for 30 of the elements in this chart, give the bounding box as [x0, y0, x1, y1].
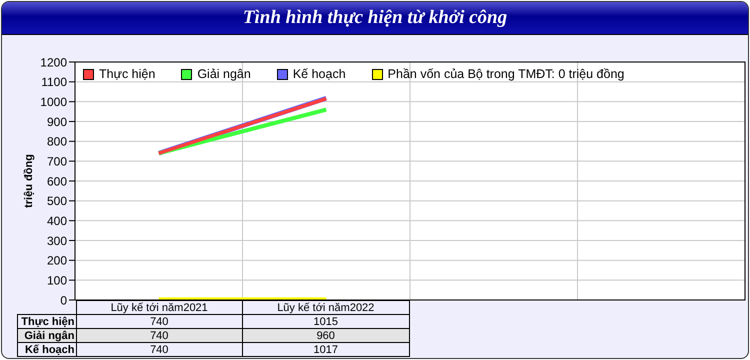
- legend-label: Thực hiện: [99, 67, 156, 81]
- y-axis-title: triệu đồng: [22, 154, 35, 208]
- chart-title: Tình hình thực hiện từ khởi công: [2, 2, 748, 35]
- data-label: 740: [76, 314, 242, 328]
- y-tick-label: 0: [60, 293, 68, 308]
- text: Thực hiện: [21, 316, 74, 328]
- data-label: 1017: [242, 342, 409, 356]
- y-tick-label: 700: [46, 154, 68, 168]
- x-tick-label: Lũy kế tới năm2022: [242, 300, 409, 314]
- y-tick-label: 800: [46, 134, 68, 149]
- y-tick-label: 1200: [40, 55, 68, 70]
- y-tick-label: 1000: [40, 94, 68, 109]
- y-tick-label: 1100: [41, 75, 68, 90]
- data-label: 740: [76, 342, 242, 356]
- y-tick-label: 100: [46, 273, 68, 288]
- data-label: 740: [76, 328, 242, 342]
- text: Kế hoạch: [24, 344, 74, 356]
- data-label: 960: [242, 328, 409, 342]
- y-tick-label: 300: [46, 234, 68, 248]
- data-label: 1015: [242, 314, 409, 328]
- legend-label: Giải ngân: [197, 67, 251, 81]
- y-tick-label: 400: [46, 214, 68, 228]
- y-tick-label: 200: [46, 254, 68, 268]
- legend-label: Kế hoạch: [292, 67, 346, 81]
- x-tick-label: Lũy kế tới năm2021: [76, 300, 242, 314]
- y-tick-label: 600: [46, 174, 68, 188]
- text: Giải ngân: [24, 330, 74, 342]
- legend-label: Phần vốn của Bộ trong TMĐT: 0 triệu đồng: [388, 67, 624, 81]
- y-tick-label: 900: [46, 114, 68, 129]
- y-tick-label: 500: [46, 194, 68, 208]
